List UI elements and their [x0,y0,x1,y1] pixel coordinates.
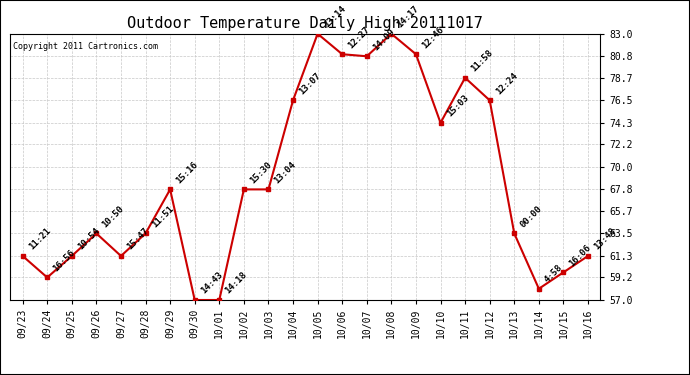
Text: Copyright 2011 Cartronics.com: Copyright 2011 Cartronics.com [13,42,158,51]
Text: 16:06: 16:06 [568,243,593,268]
Text: 11:58: 11:58 [469,48,495,74]
Text: 13:07: 13:07 [297,71,322,96]
Text: 14:17: 14:17 [395,4,421,30]
Text: 10:54: 10:54 [76,226,101,252]
Text: 12:46: 12:46 [420,25,446,50]
Text: 11:21: 11:21 [27,226,52,252]
Text: 15:30: 15:30 [248,160,273,185]
Text: 15:03: 15:03 [444,93,470,118]
Text: 15:47: 15:47 [125,226,150,252]
Text: 4:58: 4:58 [543,263,564,285]
Text: 13:14: 13:14 [322,4,347,30]
Text: 14:09: 14:09 [371,27,396,52]
Text: 15:16: 15:16 [175,160,199,185]
Text: 14:43: 14:43 [199,270,224,296]
Text: 10:50: 10:50 [101,204,126,229]
Text: 13:04: 13:04 [273,160,298,185]
Title: Outdoor Temperature Daily High 20111017: Outdoor Temperature Daily High 20111017 [128,16,483,31]
Text: 13:48: 13:48 [592,226,618,252]
Text: 00:00: 00:00 [518,204,544,229]
Text: 16:56: 16:56 [51,248,77,273]
Text: 12:27: 12:27 [346,25,372,50]
Text: 14:18: 14:18 [224,270,249,296]
Text: 11:51: 11:51 [150,204,175,229]
Text: 12:24: 12:24 [494,71,519,96]
